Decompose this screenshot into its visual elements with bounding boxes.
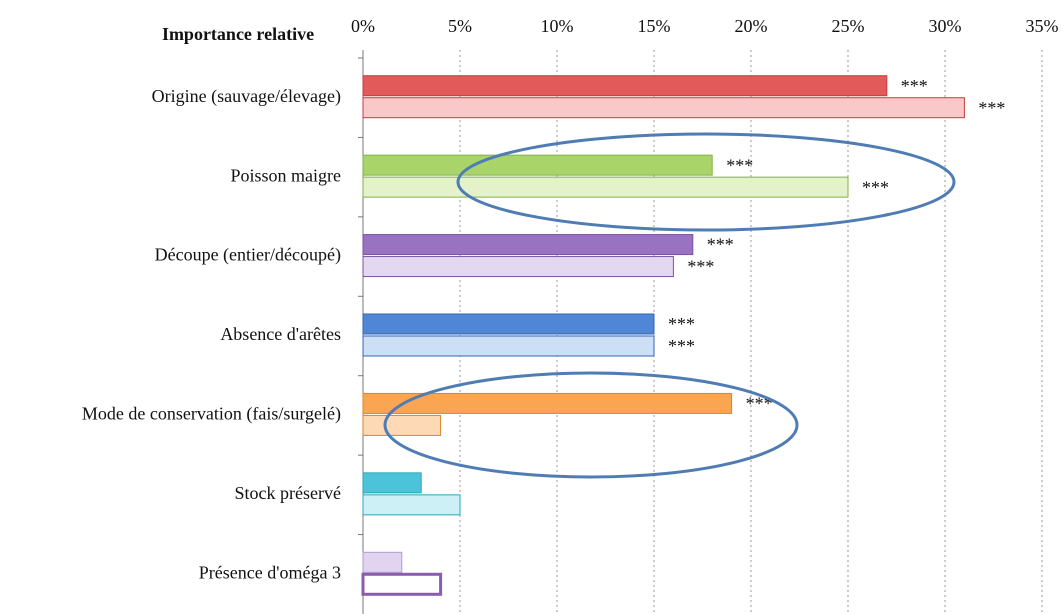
bar [362, 256, 674, 278]
significance-label: *** [726, 155, 753, 175]
significance-label: *** [668, 336, 695, 356]
bar [362, 335, 655, 357]
bar [362, 176, 849, 198]
bar [362, 551, 403, 573]
x-tick-label: 15% [638, 16, 671, 36]
y-tick-label: Poisson maigre [231, 165, 342, 185]
significance-label: *** [746, 394, 773, 414]
plot: 0% 5% 10% 15% 20% 25% 30% 35% Origine (sauvage/é… [82, 16, 1059, 614]
highlight-ellipse [383, 371, 799, 479]
significance-label: *** [862, 177, 889, 197]
x-tick-label: 25% [832, 16, 865, 36]
bar [362, 234, 694, 256]
bar [362, 472, 422, 494]
x-tick-label: 35% [1026, 16, 1059, 36]
significance-label: *** [978, 98, 1005, 118]
chart-title: Importance relative [162, 24, 314, 44]
x-tick-label: 10% [541, 16, 574, 36]
y-tick-label: Absence d'arêtes [220, 324, 341, 344]
bar [361, 572, 443, 596]
bar [362, 392, 733, 414]
bar [362, 494, 461, 516]
x-tick-label: 0% [351, 16, 375, 36]
bar [362, 75, 888, 97]
y-tick-label: Découpe (entier/découpé) [155, 245, 341, 266]
significance-label: *** [668, 314, 695, 334]
x-tick-label: 30% [929, 16, 962, 36]
significance-label: *** [901, 76, 928, 96]
significance-label: *** [707, 235, 734, 255]
highlight-ellipse [456, 132, 956, 232]
y-tick-label: Mode de conservation (fais/surgelé) [82, 404, 341, 425]
y-tick-label: Origine (sauvage/élevage) [152, 86, 341, 107]
y-tick-label: Stock préservé [235, 483, 341, 503]
bar [362, 414, 442, 436]
x-tick-label: 20% [735, 16, 768, 36]
significance-label: *** [687, 257, 714, 277]
y-tick-label: Présence d'oméga 3 [199, 562, 341, 582]
bar [362, 154, 713, 176]
bar [362, 97, 965, 119]
bar [362, 313, 655, 335]
x-tick-label: 5% [448, 16, 472, 36]
